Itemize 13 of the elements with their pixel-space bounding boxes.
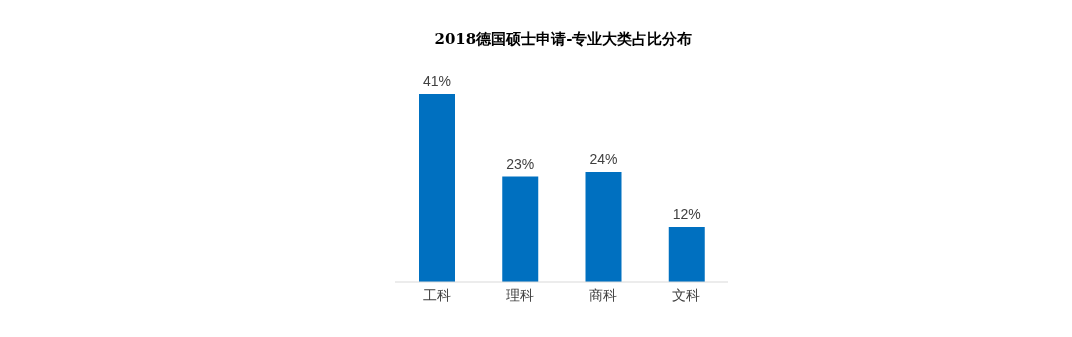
bar [502,176,539,282]
x-tick-label: 理科 [505,286,534,303]
x-tick-label: 商科 [589,286,618,303]
data-label: 12% [672,205,701,222]
x-tick-label: 文科 [672,286,701,303]
data-label: 23% [506,155,535,172]
bar [419,94,455,282]
bar [585,171,622,282]
bar [668,226,705,282]
x-tick-label: 工科 [422,286,451,303]
data-label: 24% [589,150,618,167]
chart-title: 2018德国硕士申请-专业大类占比分布 [433,30,694,49]
data-label: 41% [422,73,452,89]
